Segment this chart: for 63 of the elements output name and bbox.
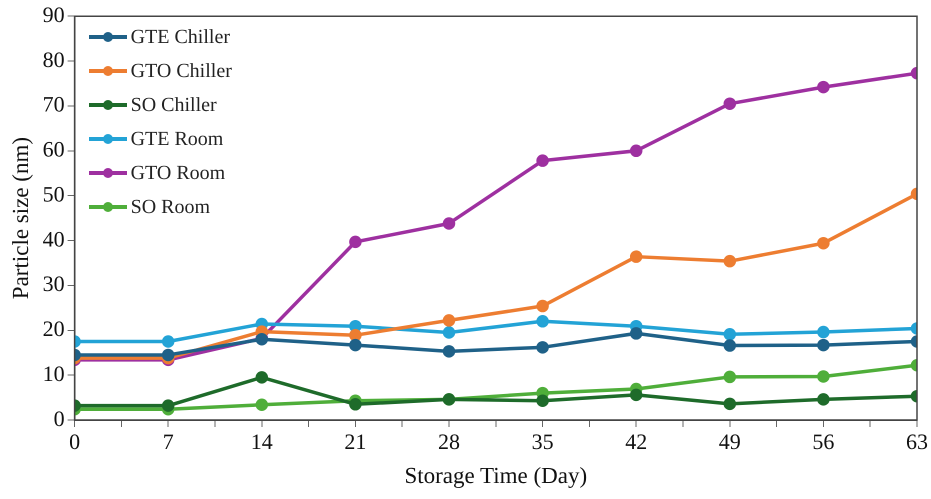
- y-tick-label: 0: [54, 406, 65, 431]
- point: [162, 399, 174, 412]
- point: [630, 388, 642, 402]
- point: [817, 370, 830, 383]
- point: [817, 326, 830, 338]
- point: [349, 338, 362, 352]
- x-tick-label: 35: [532, 428, 554, 454]
- point: [536, 154, 549, 167]
- y-tick-label: 40: [42, 226, 65, 252]
- point: [536, 394, 549, 407]
- y-tick-label: 50: [42, 181, 65, 206]
- point: [536, 341, 549, 354]
- x-tick-label: 21: [344, 428, 366, 454]
- point: [817, 393, 830, 406]
- point: [724, 254, 736, 268]
- legend-label: GTE Room: [130, 127, 224, 152]
- point: [256, 398, 268, 411]
- point: [349, 328, 362, 342]
- legend-label: GTO Chiller: [130, 59, 232, 84]
- point: [536, 315, 549, 328]
- point: [442, 314, 456, 327]
- y-tick-label: 20: [42, 316, 65, 342]
- x-tick-label: 28: [438, 428, 460, 454]
- x-tick-label: 49: [718, 428, 741, 454]
- legend-label: GTE Chiller: [130, 25, 230, 50]
- legend-label: SO Chiller: [130, 93, 217, 118]
- point: [724, 339, 736, 352]
- y-tick-label: 60: [42, 136, 65, 162]
- point: [349, 398, 362, 411]
- y-tick-label: 10: [42, 360, 65, 386]
- point: [630, 144, 642, 158]
- x-tick-label: 42: [625, 428, 648, 454]
- point: [442, 217, 456, 230]
- legend-label: GTO Room: [130, 161, 226, 186]
- point: [817, 80, 830, 94]
- y-tick-label: 30: [42, 271, 65, 296]
- point: [162, 348, 174, 362]
- y-tick-label: 70: [42, 92, 65, 117]
- x-tick-label: 14: [250, 428, 273, 454]
- point: [536, 300, 549, 312]
- point: [256, 371, 268, 384]
- point: [724, 328, 736, 341]
- point: [442, 326, 456, 339]
- point: [630, 327, 642, 340]
- y-axis-title: Particle size (nm): [8, 136, 33, 300]
- point: [817, 236, 830, 250]
- point: [724, 97, 736, 110]
- point: [724, 398, 736, 410]
- x-tick-label: 63: [906, 428, 928, 454]
- point: [442, 345, 456, 358]
- y-tick-label: 80: [42, 46, 65, 72]
- x-axis-title: Storage Time (Day): [404, 463, 588, 488]
- legend-label: SO Room: [130, 195, 210, 220]
- x-tick-label: 0: [69, 428, 80, 454]
- point: [349, 320, 362, 332]
- x-tick-label: 7: [162, 428, 174, 454]
- point: [349, 236, 362, 248]
- point: [630, 250, 642, 263]
- x-tick-label: 56: [812, 428, 834, 454]
- point: [162, 335, 174, 348]
- y-tick-label: 90: [42, 2, 65, 27]
- point: [724, 370, 736, 384]
- point: [817, 338, 830, 352]
